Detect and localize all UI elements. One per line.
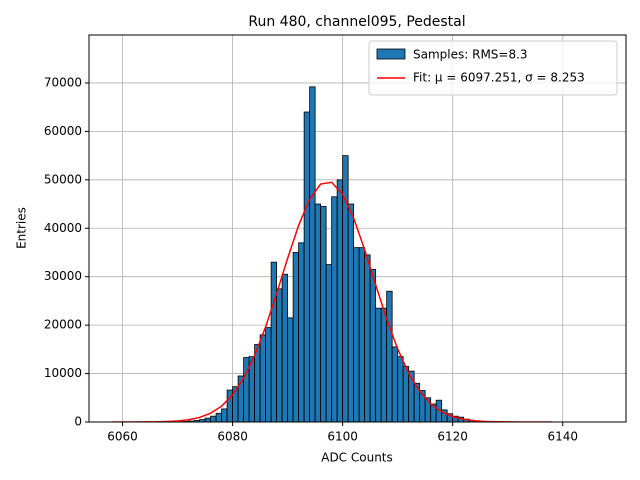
bar bbox=[331, 196, 338, 423]
x-axis-label: ADC Counts bbox=[321, 451, 393, 465]
bar bbox=[380, 307, 388, 423]
y-tick-label: 50000 bbox=[44, 172, 82, 186]
bar bbox=[276, 288, 283, 423]
bar bbox=[309, 86, 316, 423]
bar bbox=[303, 111, 311, 423]
bar bbox=[391, 346, 399, 423]
bar bbox=[314, 203, 322, 423]
x-tick-label: 6140 bbox=[547, 430, 578, 444]
y-tick-label: 40000 bbox=[44, 221, 82, 235]
bar bbox=[221, 408, 228, 423]
y-tick-label: 70000 bbox=[44, 75, 82, 89]
x-tick-label: 6120 bbox=[437, 430, 468, 444]
bar bbox=[270, 261, 278, 423]
bar bbox=[325, 264, 333, 423]
y-tick-label: 60000 bbox=[44, 124, 82, 138]
legend-swatch bbox=[376, 48, 406, 60]
legend-label: Samples: RMS=8.3 bbox=[413, 48, 528, 62]
bar bbox=[336, 179, 344, 423]
bar bbox=[320, 206, 327, 423]
bar bbox=[204, 417, 211, 423]
x-tick-label: 6100 bbox=[327, 430, 358, 444]
y-tick-label: 20000 bbox=[44, 318, 82, 332]
bar bbox=[375, 307, 382, 423]
legend-label: Fit: μ = 6097.251, σ = 8.253 bbox=[413, 71, 585, 85]
y-tick-label: 0 bbox=[74, 415, 82, 429]
bar bbox=[287, 317, 294, 423]
bar bbox=[210, 415, 217, 423]
bar bbox=[386, 290, 393, 423]
bar bbox=[369, 269, 377, 423]
y-axis-label: Entries bbox=[15, 207, 29, 249]
bar bbox=[298, 242, 305, 423]
bar bbox=[397, 356, 404, 423]
bar bbox=[281, 273, 289, 423]
x-tick-label: 6080 bbox=[217, 430, 248, 444]
bar bbox=[265, 327, 272, 423]
chart-title: Run 480, channel095, Pedestal bbox=[248, 14, 465, 30]
bar bbox=[364, 254, 371, 423]
fit-line bbox=[111, 181, 552, 422]
bar bbox=[402, 365, 410, 423]
bar bbox=[347, 203, 355, 423]
bar bbox=[259, 334, 267, 423]
legend-box bbox=[368, 40, 618, 96]
plot-frame bbox=[88, 34, 627, 423]
bar bbox=[292, 252, 300, 423]
bar bbox=[254, 344, 261, 423]
x-tick-label: 6060 bbox=[107, 430, 138, 444]
y-tick-label: 10000 bbox=[44, 366, 82, 380]
bar bbox=[353, 247, 360, 423]
bar bbox=[358, 247, 366, 423]
y-tick-label: 30000 bbox=[44, 269, 82, 283]
bar bbox=[215, 412, 222, 423]
